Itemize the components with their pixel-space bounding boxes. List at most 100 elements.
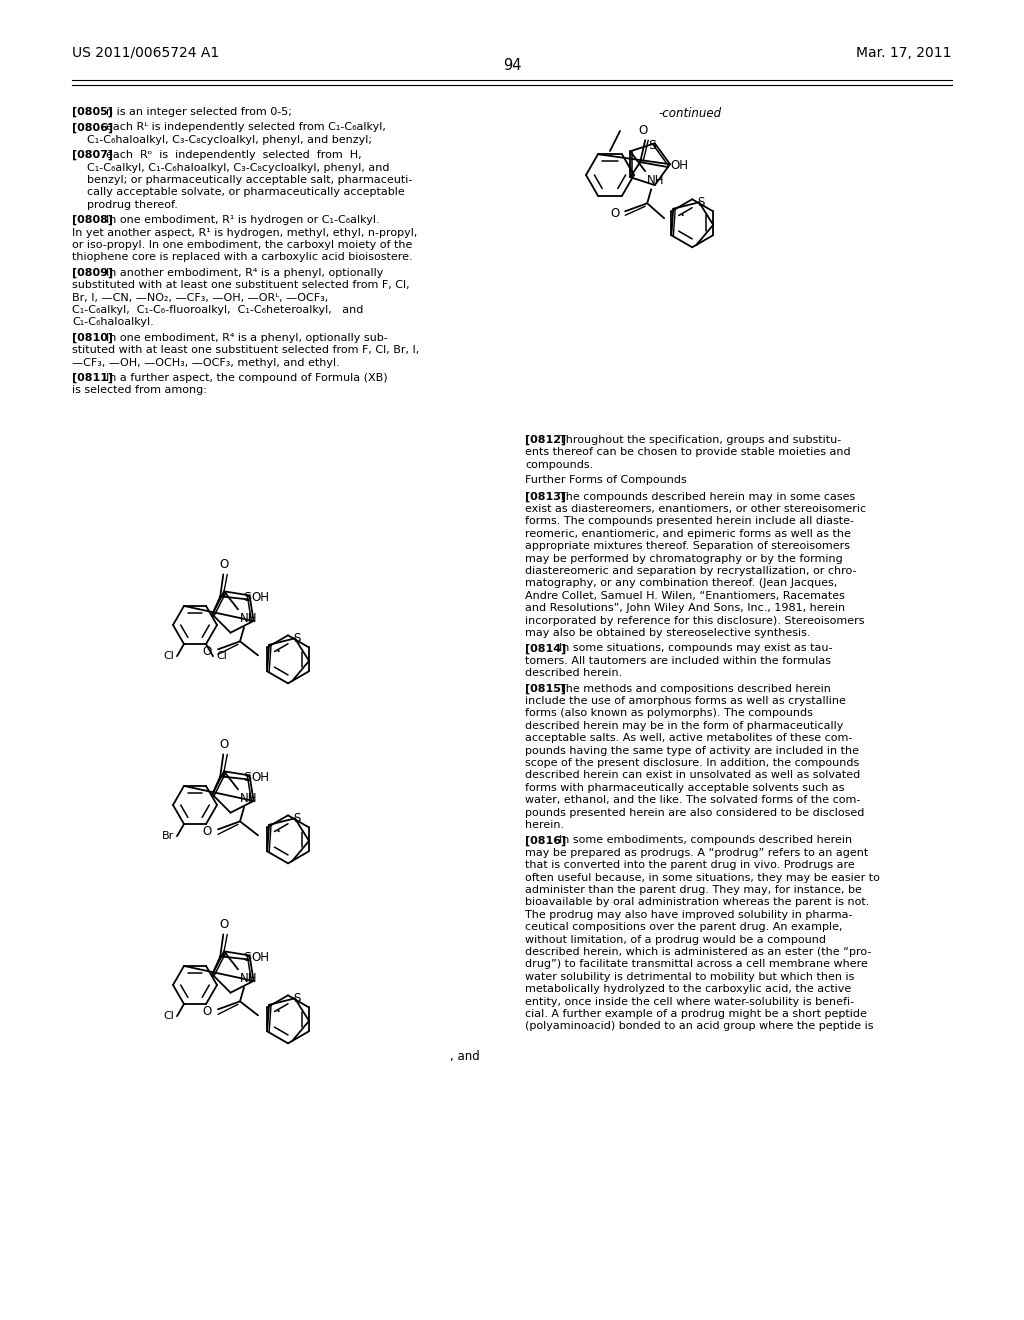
Text: NH: NH bbox=[240, 973, 257, 985]
Text: may be prepared as prodrugs. A “prodrug” refers to an agent: may be prepared as prodrugs. A “prodrug”… bbox=[525, 847, 868, 858]
Text: In one embodiment, R⁴ is a phenyl, optionally sub-: In one embodiment, R⁴ is a phenyl, optio… bbox=[105, 333, 387, 343]
Text: herein.: herein. bbox=[525, 820, 564, 830]
Text: In some situations, compounds may exist as tau-: In some situations, compounds may exist … bbox=[558, 643, 833, 653]
Text: S: S bbox=[293, 991, 301, 1005]
Text: forms with pharmaceutically acceptable solvents such as: forms with pharmaceutically acceptable s… bbox=[525, 783, 845, 793]
Text: bioavailable by oral administration whereas the parent is not.: bioavailable by oral administration wher… bbox=[525, 898, 869, 907]
Text: n is an integer selected from 0-5;: n is an integer selected from 0-5; bbox=[105, 107, 292, 117]
Text: acceptable salts. As well, active metabolites of these com-: acceptable salts. As well, active metabo… bbox=[525, 733, 852, 743]
Text: Throughout the specification, groups and substitu-: Throughout the specification, groups and… bbox=[558, 436, 841, 445]
Text: , and: , and bbox=[450, 1049, 480, 1063]
Text: pounds having the same type of activity are included in the: pounds having the same type of activity … bbox=[525, 746, 859, 755]
Text: Mar. 17, 2011: Mar. 17, 2011 bbox=[856, 46, 952, 59]
Text: or iso-propyl. In one embodiment, the carboxyl moiety of the: or iso-propyl. In one embodiment, the ca… bbox=[72, 240, 413, 249]
Text: water solubility is detrimental to mobility but which then is: water solubility is detrimental to mobil… bbox=[525, 972, 854, 982]
Text: C₁-C₆haloalkyl.: C₁-C₆haloalkyl. bbox=[72, 317, 154, 327]
Text: O: O bbox=[639, 124, 648, 137]
Text: [0815]: [0815] bbox=[525, 684, 566, 694]
Text: [0807]: [0807] bbox=[72, 150, 113, 161]
Text: Cl: Cl bbox=[163, 1011, 174, 1022]
Text: that is converted into the parent drug in vivo. Prodrugs are: that is converted into the parent drug i… bbox=[525, 861, 855, 870]
Text: O: O bbox=[219, 919, 229, 932]
Text: Br: Br bbox=[162, 832, 174, 841]
Text: [0806]: [0806] bbox=[72, 123, 113, 133]
Text: [0811]: [0811] bbox=[72, 374, 113, 383]
Text: C₁-C₆alkyl, C₁-C₆haloalkyl, C₃-C₈cycloalkyl, phenyl, and: C₁-C₆alkyl, C₁-C₆haloalkyl, C₃-C₈cycloal… bbox=[87, 162, 390, 173]
Text: In one embodiment, R¹ is hydrogen or C₁-C₆alkyl.: In one embodiment, R¹ is hydrogen or C₁-… bbox=[105, 215, 379, 226]
Text: S: S bbox=[244, 950, 252, 964]
Text: In yet another aspect, R¹ is hydrogen, methyl, ethyl, n-propyl,: In yet another aspect, R¹ is hydrogen, m… bbox=[72, 227, 418, 238]
Text: S: S bbox=[293, 632, 301, 645]
Text: benzyl; or pharmaceutically acceptable salt, pharmaceuti-: benzyl; or pharmaceutically acceptable s… bbox=[87, 176, 413, 185]
Text: and Resolutions”, John Wiley And Sons, Inc., 1981, herein: and Resolutions”, John Wiley And Sons, I… bbox=[525, 603, 845, 614]
Text: may be performed by chromatography or by the forming: may be performed by chromatography or by… bbox=[525, 553, 843, 564]
Text: cial. A further example of a prodrug might be a short peptide: cial. A further example of a prodrug mig… bbox=[525, 1008, 867, 1019]
Text: without limitation, of a prodrug would be a compound: without limitation, of a prodrug would b… bbox=[525, 935, 826, 945]
Text: often useful because, in some situations, they may be easier to: often useful because, in some situations… bbox=[525, 873, 880, 883]
Text: stituted with at least one substituent selected from F, Cl, Br, I,: stituted with at least one substituent s… bbox=[72, 346, 419, 355]
Text: administer than the parent drug. They may, for instance, be: administer than the parent drug. They ma… bbox=[525, 884, 862, 895]
Text: [0805]: [0805] bbox=[72, 107, 113, 117]
Text: The prodrug may also have improved solubility in pharma-: The prodrug may also have improved solub… bbox=[525, 909, 853, 920]
Text: exist as diastereomers, enantiomers, or other stereoisomeric: exist as diastereomers, enantiomers, or … bbox=[525, 504, 866, 513]
Text: NH: NH bbox=[240, 792, 257, 805]
Text: [0812]: [0812] bbox=[525, 436, 566, 445]
Text: may also be obtained by stereoselective synthesis.: may also be obtained by stereoselective … bbox=[525, 628, 811, 638]
Text: C₁-C₆alkyl,  C₁-C₆-fluoroalkyl,  C₁-C₆heteroalkyl,   and: C₁-C₆alkyl, C₁-C₆-fluoroalkyl, C₁-C₆hete… bbox=[72, 305, 364, 315]
Text: described herein, which is administered as an ester (the “pro-: described herein, which is administered … bbox=[525, 946, 871, 957]
Text: entity, once inside the cell where water-solubility is benefi-: entity, once inside the cell where water… bbox=[525, 997, 854, 1007]
Text: O: O bbox=[219, 558, 229, 572]
Text: S: S bbox=[244, 591, 252, 603]
Text: 94: 94 bbox=[503, 58, 521, 73]
Text: In a further aspect, the compound of Formula (XB): In a further aspect, the compound of For… bbox=[105, 374, 387, 383]
Text: is selected from among:: is selected from among: bbox=[72, 385, 207, 396]
Text: incorporated by reference for this disclosure). Stereoisomers: incorporated by reference for this discl… bbox=[525, 615, 864, 626]
Text: prodrug thereof.: prodrug thereof. bbox=[87, 199, 178, 210]
Text: thiophene core is replaced with a carboxylic acid bioisostere.: thiophene core is replaced with a carbox… bbox=[72, 252, 413, 263]
Text: substituted with at least one substituent selected from F, Cl,: substituted with at least one substituen… bbox=[72, 280, 410, 290]
Text: C₁-C₆haloalkyl, C₃-C₈cycloalkyl, phenyl, and benzyl;: C₁-C₆haloalkyl, C₃-C₈cycloalkyl, phenyl,… bbox=[87, 135, 373, 145]
Text: .: . bbox=[679, 202, 684, 219]
Text: Cl: Cl bbox=[216, 651, 227, 661]
Text: pounds presented herein are also considered to be disclosed: pounds presented herein are also conside… bbox=[525, 808, 864, 817]
Text: scope of the present disclosure. In addition, the compounds: scope of the present disclosure. In addi… bbox=[525, 758, 859, 768]
Text: OH: OH bbox=[251, 771, 269, 784]
Text: Br, I, —CN, —NO₂, —CF₃, —OH, —ORᴸ, —OCF₃,: Br, I, —CN, —NO₂, —CF₃, —OH, —ORᴸ, —OCF₃… bbox=[72, 293, 329, 302]
Text: .: . bbox=[275, 818, 281, 836]
Text: .: . bbox=[275, 998, 281, 1016]
Text: [0808]: [0808] bbox=[72, 215, 113, 226]
Text: NH: NH bbox=[240, 612, 257, 626]
Text: Andre Collet, Samuel H. Wilen, “Enantiomers, Racemates: Andre Collet, Samuel H. Wilen, “Enantiom… bbox=[525, 591, 845, 601]
Text: (polyaminoacid) bonded to an acid group where the peptide is: (polyaminoacid) bonded to an acid group … bbox=[525, 1022, 873, 1031]
Text: forms (also known as polymorphs). The compounds: forms (also known as polymorphs). The co… bbox=[525, 709, 813, 718]
Text: Cl: Cl bbox=[163, 651, 174, 661]
Text: cally acceptable solvate, or pharmaceutically acceptable: cally acceptable solvate, or pharmaceuti… bbox=[87, 187, 406, 198]
Text: O: O bbox=[203, 645, 212, 657]
Text: Further Forms of Compounds: Further Forms of Compounds bbox=[525, 475, 687, 486]
Text: S: S bbox=[697, 195, 705, 209]
Text: OH: OH bbox=[251, 950, 269, 964]
Text: The compounds described herein may in some cases: The compounds described herein may in so… bbox=[558, 491, 855, 502]
Text: OH: OH bbox=[251, 591, 269, 603]
Text: OH: OH bbox=[670, 158, 688, 172]
Text: NH: NH bbox=[647, 174, 665, 187]
Text: In another embodiment, R⁴ is a phenyl, optionally: In another embodiment, R⁴ is a phenyl, o… bbox=[105, 268, 383, 277]
Text: compounds.: compounds. bbox=[525, 459, 593, 470]
Text: forms. The compounds presented herein include all diaste-: forms. The compounds presented herein in… bbox=[525, 516, 854, 527]
Text: ents thereof can be chosen to provide stable moieties and: ents thereof can be chosen to provide st… bbox=[525, 447, 851, 458]
Text: In some embodiments, compounds described herein: In some embodiments, compounds described… bbox=[558, 836, 852, 845]
Text: water, ethanol, and the like. The solvated forms of the com-: water, ethanol, and the like. The solvat… bbox=[525, 795, 860, 805]
Text: S: S bbox=[293, 812, 301, 825]
Text: —CF₃, —OH, —OCH₃, —OCF₃, methyl, and ethyl.: —CF₃, —OH, —OCH₃, —OCF₃, methyl, and eth… bbox=[72, 358, 340, 367]
Text: ceutical compositions over the parent drug. An example,: ceutical compositions over the parent dr… bbox=[525, 923, 843, 932]
Text: [0814]: [0814] bbox=[525, 643, 566, 653]
Text: diastereomeric and separation by recrystallization, or chro-: diastereomeric and separation by recryst… bbox=[525, 566, 856, 576]
Text: [0809]: [0809] bbox=[72, 268, 113, 279]
Text: tomers. All tautomers are included within the formulas: tomers. All tautomers are included withi… bbox=[525, 656, 831, 665]
Text: US 2011/0065724 A1: US 2011/0065724 A1 bbox=[72, 46, 219, 59]
Text: [0816]: [0816] bbox=[525, 836, 566, 846]
Text: S: S bbox=[244, 771, 252, 784]
Text: O: O bbox=[203, 825, 212, 838]
Text: each  Rᶛ  is  independently  selected  from  H,: each Rᶛ is independently selected from H… bbox=[105, 150, 361, 160]
Text: S: S bbox=[648, 139, 655, 152]
